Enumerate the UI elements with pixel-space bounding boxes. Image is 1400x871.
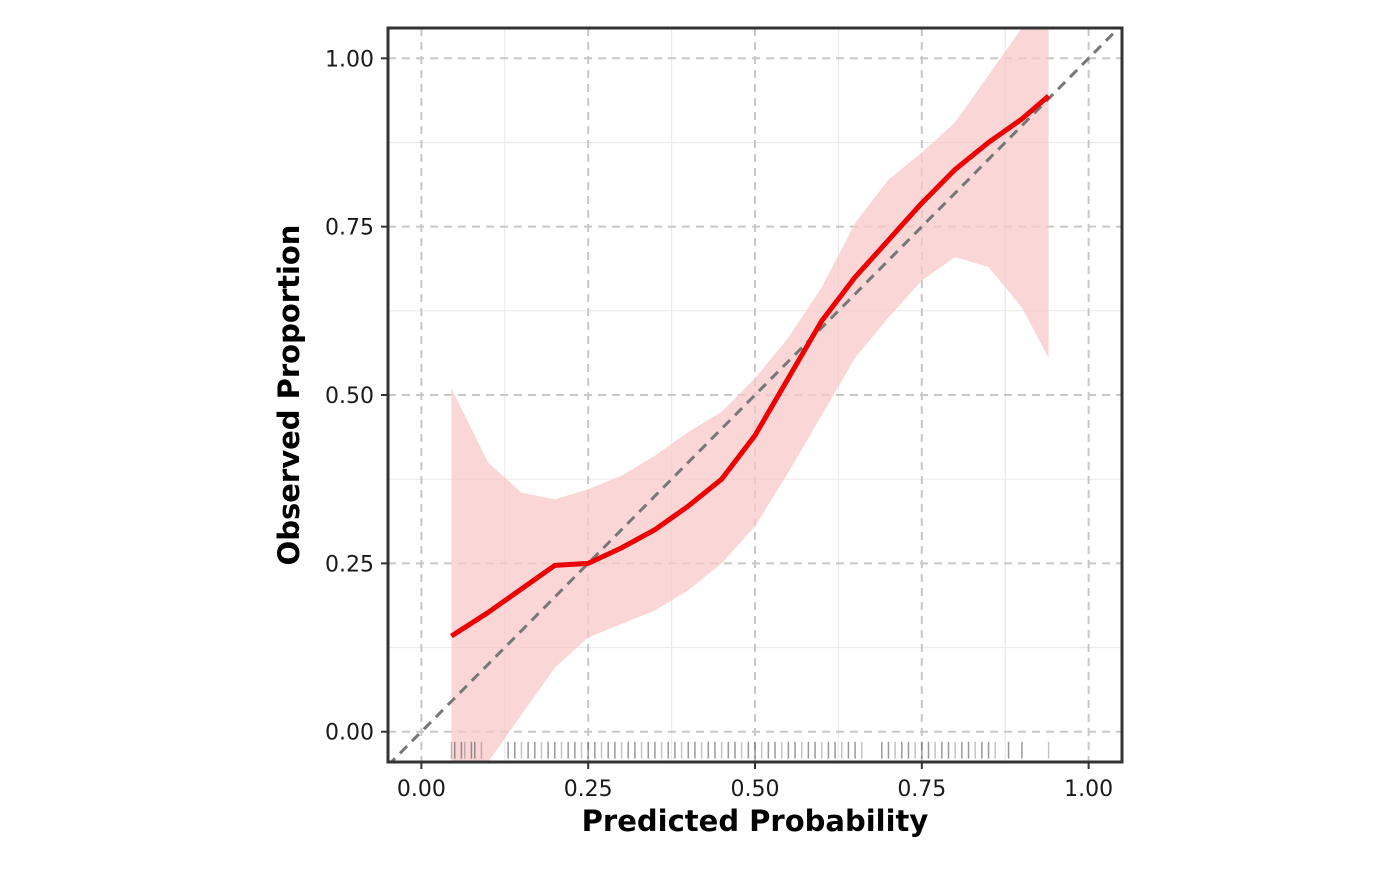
y-tick-label: 0.50	[325, 384, 374, 409]
x-tick-label: 0.50	[731, 777, 780, 802]
x-tick-label: 0.00	[397, 777, 446, 802]
x-tick-label: 0.25	[564, 777, 613, 802]
reference-line-layer	[389, 28, 1121, 762]
y-tick-label: 0.25	[325, 552, 374, 577]
calibration-curve-layer	[450, 94, 1051, 639]
x-axis-ticks: 0.00 0.25 0.50 0.75 1.00	[397, 762, 1113, 802]
rug-layer	[450, 741, 1050, 759]
y-axis-ticks: 0.00 0.25 0.50 0.75 1.00	[325, 47, 388, 746]
reference-line	[389, 28, 1121, 762]
x-tick-label: 1.00	[1064, 777, 1113, 802]
x-tick-label: 0.75	[897, 777, 946, 802]
confidence-band-layer	[451, 28, 1049, 762]
y-tick-label: 1.00	[325, 47, 374, 72]
confidence-band	[451, 28, 1049, 762]
x-axis-title: Predicted Probability	[582, 804, 929, 838]
y-tick-label: 0.00	[325, 721, 374, 746]
y-tick-label: 0.75	[325, 216, 374, 241]
y-axis-title: Observed Proportion	[272, 225, 306, 566]
calibration-curve	[450, 94, 1051, 639]
